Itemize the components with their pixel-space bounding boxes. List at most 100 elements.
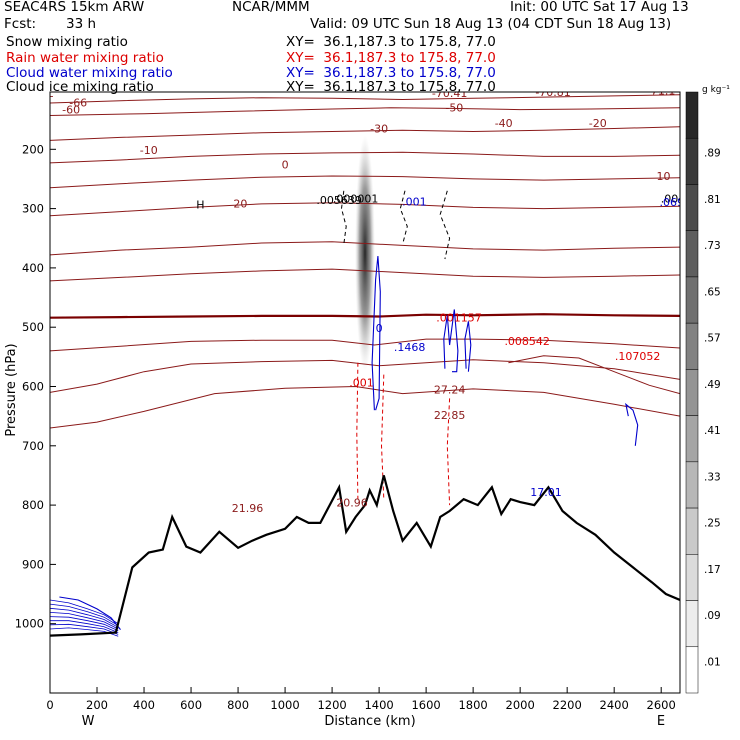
temperature-contour--60	[50, 107, 680, 116]
colorbar-bin-10	[685, 554, 699, 601]
contour-label-23: .107052	[615, 350, 661, 363]
contour-label-20: 0	[376, 322, 383, 335]
colorbar-bin-5	[685, 322, 699, 370]
contour-label-12: 10	[657, 170, 671, 183]
snow-shading	[355, 135, 375, 372]
init-time: Init: 00 UTC Sat 17 Aug 13	[510, 0, 689, 15]
east-endpoint: E	[657, 714, 665, 729]
contour-label-9: -20	[589, 117, 607, 130]
field-cloud-xy: XY= 36.1,187.3 to 175.8, 77.0	[286, 65, 496, 81]
center-label: NCAR/MMM	[232, 0, 310, 15]
colorbar-label-9: .17	[704, 564, 721, 576]
cloud-water-fringe-0	[50, 599, 119, 625]
contour-label-27: 22.85	[434, 409, 466, 422]
temperature-contour--30	[50, 175, 680, 189]
cloud-water-contour-0	[371, 255, 381, 411]
contour-label-30: 17.01	[530, 486, 562, 499]
contour-label-16: .005639	[316, 194, 362, 207]
y-axis-title: Pressure (hPa)	[4, 343, 19, 436]
x-tick-label-600: 600	[180, 698, 202, 712]
x-tick-label-1600: 1600	[411, 698, 440, 712]
cloud-water-fringe-4	[50, 616, 119, 632]
temperature-contour--40	[50, 151, 680, 164]
rain-contour-2	[446, 398, 451, 506]
x-tick-label-2600: 2600	[647, 698, 676, 712]
x-tick-label-1000: 1000	[270, 698, 299, 712]
cloud-ice-contour-1	[399, 190, 408, 245]
contour-label-0: -70.41	[432, 87, 467, 100]
fcst-label: Fcst:	[4, 16, 37, 32]
west-endpoint: W	[82, 714, 95, 729]
temperature-contour--5	[50, 268, 680, 282]
colorbar-label-1: .81	[704, 194, 721, 206]
x-tick-label-1800: 1800	[458, 698, 487, 712]
colorbar-label-2: .73	[704, 240, 721, 252]
terrain-line	[50, 475, 680, 637]
rain-contour-0	[356, 362, 359, 500]
colorbar-bin-9	[685, 507, 699, 555]
colorbar-bin-12	[685, 646, 699, 694]
y-tick-label-300: 300	[22, 202, 44, 216]
x-tick-label-1200: 1200	[317, 698, 346, 712]
temperature-contour--50	[50, 126, 680, 141]
contour-label-4: L	[47, 87, 54, 100]
contour-label-2: -71.1	[647, 85, 675, 98]
y-tick-label-600: 600	[22, 380, 44, 394]
field-rain-name: Rain water mixing ratio	[6, 50, 164, 66]
contour-label-25: .001	[349, 377, 374, 390]
contour-label-10: -10	[140, 144, 158, 157]
colorbar: .89 .81 .73 .65 .57 .49 .41 .33 .25 .17 .09 .01 g kg…	[685, 85, 730, 694]
contour-label-29: 20.96	[336, 496, 368, 509]
temperature-contour-0	[50, 313, 680, 319]
y-tick-label-800: 800	[22, 498, 44, 512]
contour-label-21: .1468	[394, 341, 426, 354]
x-tick-label-800: 800	[227, 698, 249, 712]
x-tick-label-2400: 2400	[600, 698, 629, 712]
x-tick-label-2200: 2200	[553, 698, 582, 712]
cloud-water-fringe-1	[50, 603, 119, 626]
colorbar-bin-3	[685, 230, 699, 278]
contour-label-19: .0694	[660, 196, 692, 209]
y-tick-label-500: 500	[22, 320, 44, 334]
cloud-ice-contour-2	[439, 190, 451, 260]
colorbar-bin-6	[685, 369, 699, 416]
colorbar-label-0: .89	[704, 148, 721, 160]
colorbar-label-11: .01	[704, 656, 721, 668]
cloud-water-fringe-5	[50, 620, 119, 633]
contour-label-26: 27.24	[434, 384, 466, 397]
cloud-water-fringe-3	[50, 612, 119, 630]
x-tick-label-2000: 2000	[506, 698, 535, 712]
x-tick-label-0: 0	[46, 698, 53, 712]
contour-label-1: -70.81	[535, 86, 570, 99]
y-tick-label-700: 700	[22, 439, 44, 453]
axes: 0 200 400 600 800 1000 1200 1400 1600 1800 2000 220…	[15, 142, 676, 712]
colorbar-label-8: .25	[704, 518, 721, 530]
colorbar-label-3: .65	[704, 286, 721, 298]
temperature-contour-15	[50, 385, 680, 429]
colorbar-bin-1	[685, 137, 699, 185]
cloud-water-fringe-6	[50, 623, 119, 635]
colorbar-unit: g kg⁻¹	[702, 85, 730, 95]
y-tick-label-1000: 1000	[15, 617, 44, 631]
field-ice-xy: XY= 36.1,187.3 to 175.8, 77.0	[286, 79, 496, 95]
colorbar-label-7: .33	[704, 471, 721, 483]
field-snow-xy: XY= 36.1,187.3 to 175.8, 77.0	[286, 34, 496, 50]
contour-label-6: -50	[445, 101, 463, 114]
contour-label-7: -40	[495, 117, 513, 130]
contour-label-22: .008542	[504, 335, 550, 348]
temperature-contour-5	[50, 338, 680, 352]
field-ice-name: Cloud ice mixing ratio	[6, 79, 154, 95]
contour-label-24: .001157	[436, 311, 482, 324]
field-cloud-name: Cloud water mixing ratio	[6, 65, 173, 81]
colorbar-bin-8	[685, 461, 699, 509]
contour-label-17: .000001	[333, 193, 379, 206]
cloud-ice-contour-0	[340, 190, 347, 245]
contour-label-8: -30	[370, 123, 388, 136]
colorbar-bin-2	[685, 184, 699, 231]
y-tick-label-400: 400	[22, 261, 44, 275]
temperature-contour--10	[50, 241, 680, 256]
contour-label-13: 20	[233, 197, 247, 210]
plot-frame	[49, 91, 681, 694]
temperature-contour-10	[50, 359, 680, 393]
x-tick-label-400: 400	[133, 698, 155, 712]
